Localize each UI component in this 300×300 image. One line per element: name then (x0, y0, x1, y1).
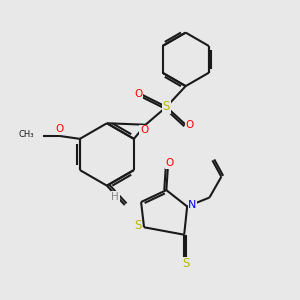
Text: O: O (140, 125, 148, 135)
Text: O: O (165, 158, 173, 168)
Text: S: S (163, 100, 170, 113)
Text: O: O (134, 88, 142, 98)
Text: N: N (188, 200, 197, 210)
Text: S: S (182, 257, 189, 270)
Text: CH₃: CH₃ (19, 130, 34, 139)
Text: S: S (134, 219, 141, 232)
Text: O: O (55, 124, 63, 134)
Text: O: O (185, 120, 194, 130)
Text: H: H (111, 192, 119, 202)
